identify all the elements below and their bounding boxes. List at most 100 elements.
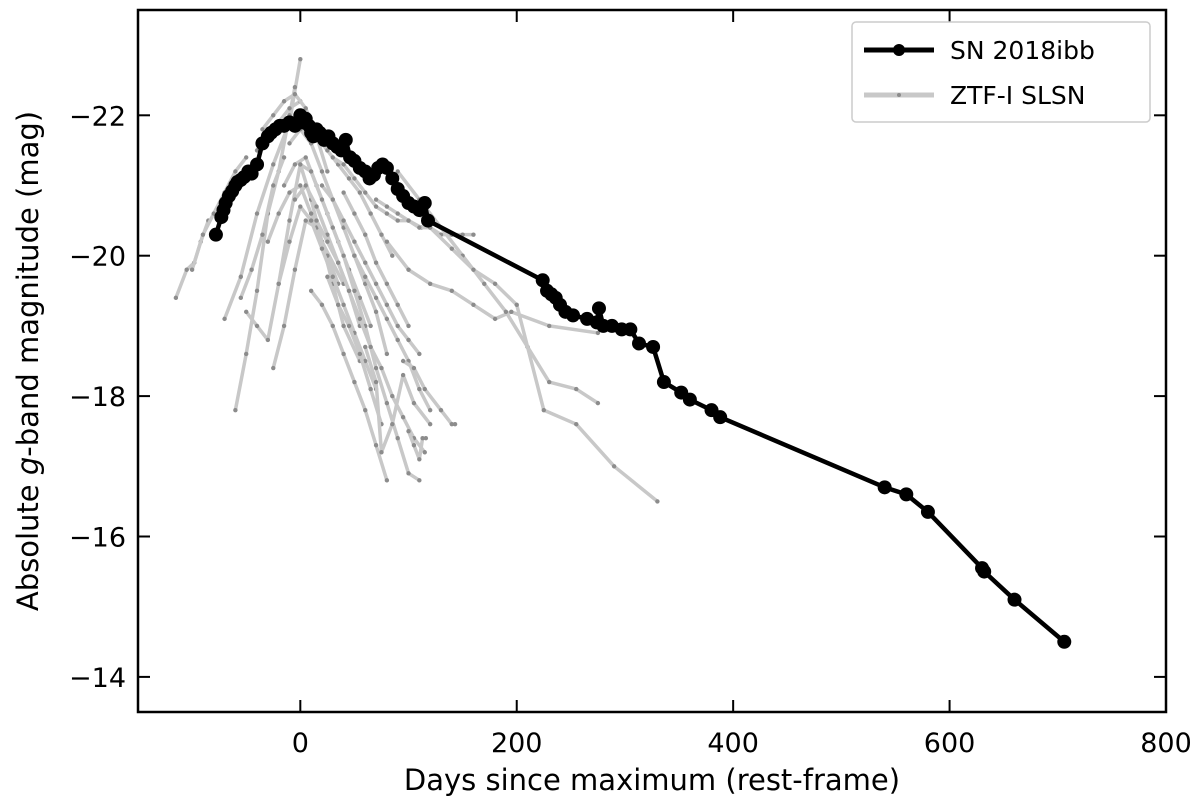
ztf-slsn-point: [395, 337, 400, 343]
ztf-slsn-point: [357, 351, 363, 357]
ztf-slsn-point: [287, 239, 292, 244]
ztf-slsn-point: [417, 351, 422, 357]
ztf-slsn-point: [471, 232, 476, 237]
ztf-slsn-point: [363, 274, 368, 279]
ztf-slsn-point: [308, 288, 314, 293]
ztf-slsn-point: [574, 386, 579, 392]
ztf-slsn-point: [254, 211, 260, 216]
legend-label-sn-2018ibb: SN 2018ibb: [950, 36, 1095, 65]
ztf-slsn-point: [335, 302, 341, 308]
ztf-slsn-point: [574, 421, 579, 427]
ztf-slsn-point: [422, 386, 427, 392]
ztf-slsn-point: [503, 309, 509, 315]
ztf-slsn-point: [373, 365, 379, 371]
ztf-slsn-point: [417, 225, 422, 230]
ztf-slsn-point: [233, 407, 238, 413]
ztf-slsn-point: [417, 478, 422, 483]
sn-2018ibb-point: [646, 339, 661, 354]
ztf-slsn-point: [384, 211, 390, 216]
sn-2018ibb-point: [566, 308, 581, 323]
ztf-slsn-point: [341, 323, 346, 329]
ztf-slsn-point: [368, 211, 373, 216]
ztf-slsn-point: [319, 197, 325, 202]
sn-2018ibb-point: [385, 171, 400, 186]
ztf-slsn-point: [384, 478, 390, 483]
ztf-slsn-point: [341, 162, 346, 167]
ztf-slsn-point: [292, 162, 298, 167]
ztf-slsn-point: [314, 218, 319, 223]
sn-2018ibb-point: [250, 157, 265, 172]
y-axis-label-italic-g: g: [11, 457, 45, 475]
ztf-slsn-point: [379, 232, 384, 237]
ztf-slsn-point: [325, 274, 330, 279]
ztf-slsn-point: [271, 365, 276, 371]
ztf-slsn-line: [352, 254, 432, 411]
x-tick-label: 400: [707, 728, 759, 759]
y-axis-label: Absolute g-band magnitude (mag): [11, 111, 45, 611]
ztf-slsn-point: [319, 169, 325, 174]
ztf-slsn-point: [281, 99, 287, 104]
ztf-slsn-point: [325, 148, 330, 153]
sn-2018ibb-point: [1007, 592, 1022, 607]
ztf-slsn-point: [303, 218, 308, 223]
ztf-slsn-point: [373, 281, 379, 286]
ztf-slsn-point: [406, 323, 411, 329]
axis-ticks: 0 200 400 600 800 −22 −20 −18 −16 −14: [69, 10, 1192, 759]
legend: SN 2018ibb ZTF-I SLSN: [851, 21, 1151, 123]
ztf-slsn-line: [309, 289, 389, 481]
ztf-slsn-point: [390, 253, 395, 258]
ztf-slsn-point: [352, 176, 357, 181]
ztf-slsn-point: [260, 232, 265, 237]
sn-2018ibb-point: [338, 132, 353, 147]
ztf-slsn-point: [390, 393, 395, 399]
sn-2018ibb-point: [421, 213, 436, 228]
sn-2018ibb-point: [417, 196, 432, 211]
ztf-slsn-point: [308, 218, 314, 223]
ztf-slsn-point: [330, 155, 335, 160]
ztf-slsn-point: [423, 436, 429, 441]
ztf-slsn-point: [346, 323, 352, 329]
y-axis-label-suffix: -band magnitude (mag): [11, 111, 45, 457]
ztf-slsn-point: [400, 358, 406, 364]
legend-marker-ztf-slsn: [897, 93, 901, 97]
ztf-slsn-point: [271, 113, 276, 118]
ztf-slsn-point: [595, 330, 601, 336]
ztf-slsn-point: [406, 267, 411, 272]
ztf-slsn-point: [335, 260, 341, 265]
ztf-slsn-point: [222, 316, 227, 322]
ztf-slsn-line: [407, 198, 659, 503]
ztf-slsn-point: [384, 316, 390, 322]
ztf-slsn-point: [400, 414, 406, 420]
sn-2018ibb-point: [899, 487, 914, 502]
ztf-slsn-point: [395, 436, 400, 441]
ztf-slsn-point: [420, 436, 425, 441]
ztf-slsn-line: [396, 170, 599, 405]
ztf-slsn-point: [330, 197, 335, 202]
ztf-slsn-point: [417, 386, 422, 392]
plot-frame: [136, 8, 1168, 714]
ztf-slsn-point: [325, 239, 330, 244]
ztf-slsn-point: [281, 155, 287, 160]
ztf-slsn-point: [244, 309, 249, 315]
ztf-slsn-point: [411, 400, 417, 406]
sn-2018ibb-point: [877, 480, 892, 495]
sn-2018ibb-series-layer: [208, 108, 1072, 649]
ztf-slsn-point: [281, 183, 287, 188]
ztf-slsn-point: [352, 211, 357, 216]
ztf-slsn-point: [233, 169, 238, 174]
ztf-slsn-point: [281, 323, 287, 329]
ztf-slsn-point: [352, 288, 357, 293]
ztf-slsn-point: [395, 323, 400, 329]
ztf-slsn-point: [406, 337, 411, 343]
ztf-slsn-line: [320, 184, 421, 356]
ztf-slsn-point: [341, 302, 346, 308]
ztf-slsn-point: [373, 295, 379, 301]
ztf-slsn-point: [346, 176, 352, 181]
ztf-slsn-point: [238, 274, 243, 279]
ztf-slsn-point: [325, 169, 330, 174]
sn-2018ibb-point: [682, 392, 697, 407]
ztf-slsn-point: [427, 407, 433, 413]
ztf-slsn-point: [303, 106, 308, 111]
x-axis-label: Days since maximum (rest-frame): [404, 763, 900, 797]
